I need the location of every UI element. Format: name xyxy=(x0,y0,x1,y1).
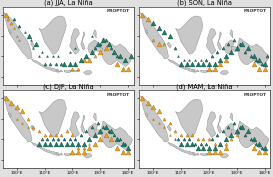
Polygon shape xyxy=(206,28,216,54)
Polygon shape xyxy=(4,96,32,142)
Polygon shape xyxy=(70,153,79,155)
Polygon shape xyxy=(70,28,79,54)
Polygon shape xyxy=(31,125,35,131)
Polygon shape xyxy=(84,154,92,158)
Text: PROPTOT: PROPTOT xyxy=(107,93,130,97)
Polygon shape xyxy=(220,71,229,75)
Polygon shape xyxy=(70,70,79,72)
Polygon shape xyxy=(168,142,197,155)
Polygon shape xyxy=(145,30,148,34)
Polygon shape xyxy=(60,153,63,155)
Polygon shape xyxy=(95,46,103,51)
Title: (b) SON, La Niña: (b) SON, La Niña xyxy=(177,0,232,7)
Polygon shape xyxy=(81,32,85,50)
Polygon shape xyxy=(168,59,197,72)
Polygon shape xyxy=(100,121,132,150)
Polygon shape xyxy=(64,70,71,73)
Polygon shape xyxy=(167,125,171,131)
Polygon shape xyxy=(56,69,58,72)
Polygon shape xyxy=(201,70,207,73)
Polygon shape xyxy=(176,16,203,54)
Polygon shape xyxy=(93,30,96,38)
Text: PROPTOT: PROPTOT xyxy=(243,93,266,97)
Polygon shape xyxy=(60,70,63,72)
Polygon shape xyxy=(84,71,92,75)
Polygon shape xyxy=(237,38,269,67)
Polygon shape xyxy=(88,40,97,54)
Polygon shape xyxy=(231,129,240,135)
Polygon shape xyxy=(4,13,32,59)
Polygon shape xyxy=(93,113,96,121)
Polygon shape xyxy=(145,113,148,117)
Polygon shape xyxy=(217,115,221,133)
Polygon shape xyxy=(64,153,71,156)
Polygon shape xyxy=(206,112,216,137)
Polygon shape xyxy=(230,30,233,38)
Polygon shape xyxy=(39,99,66,137)
Polygon shape xyxy=(31,59,60,72)
Polygon shape xyxy=(201,153,207,156)
Text: PROPTOT: PROPTOT xyxy=(243,9,266,13)
Title: (c) DJF, La Niña: (c) DJF, La Niña xyxy=(43,83,94,90)
Polygon shape xyxy=(8,113,11,117)
Polygon shape xyxy=(31,142,60,155)
Polygon shape xyxy=(176,99,203,137)
Polygon shape xyxy=(100,38,132,67)
Polygon shape xyxy=(88,123,97,137)
Polygon shape xyxy=(8,30,11,34)
Polygon shape xyxy=(39,16,66,54)
Polygon shape xyxy=(31,42,35,48)
Polygon shape xyxy=(230,113,233,121)
Polygon shape xyxy=(167,42,171,48)
Polygon shape xyxy=(192,152,195,155)
Polygon shape xyxy=(192,69,195,72)
Polygon shape xyxy=(206,153,216,155)
Polygon shape xyxy=(81,115,85,133)
Polygon shape xyxy=(217,32,221,50)
Title: (d) MAM, La Niña: (d) MAM, La Niña xyxy=(177,83,233,90)
Polygon shape xyxy=(95,129,103,135)
Polygon shape xyxy=(220,154,229,158)
Polygon shape xyxy=(224,40,234,54)
Polygon shape xyxy=(196,153,199,155)
Text: PROPTOT: PROPTOT xyxy=(107,9,130,13)
Polygon shape xyxy=(206,70,216,72)
Polygon shape xyxy=(70,112,79,137)
Polygon shape xyxy=(224,123,234,137)
Title: (a) JJA, La Niña: (a) JJA, La Niña xyxy=(44,0,93,7)
Polygon shape xyxy=(231,46,240,51)
Polygon shape xyxy=(196,70,199,72)
Polygon shape xyxy=(141,13,168,59)
Polygon shape xyxy=(237,121,269,150)
Polygon shape xyxy=(56,152,58,155)
Polygon shape xyxy=(141,96,168,142)
